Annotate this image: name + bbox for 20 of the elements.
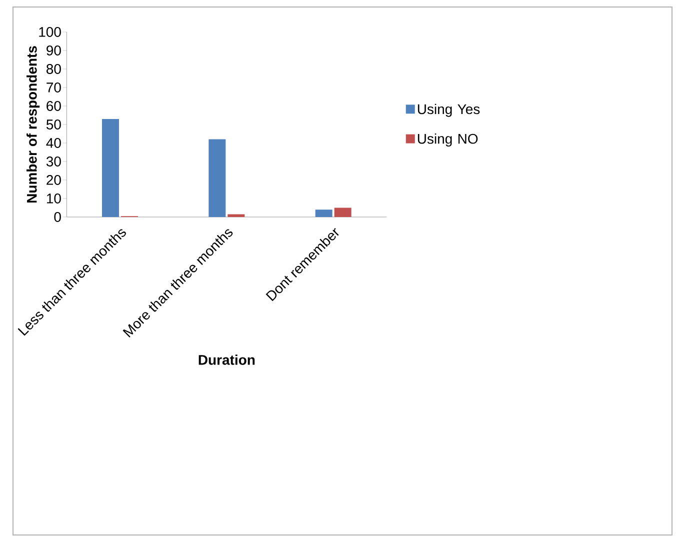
- y-axis-title: Number of respondents: [26, 46, 40, 202]
- legend-label: Using Yes: [418, 104, 480, 117]
- bar: [208, 139, 226, 217]
- bar: [334, 208, 352, 217]
- y-tick-label: 30: [46, 156, 61, 166]
- y-tick-label: 20: [46, 175, 61, 185]
- y-tick-label: 0: [54, 212, 61, 222]
- y-tick-label: 90: [46, 46, 61, 56]
- x-axis-title: Duration: [198, 354, 255, 365]
- y-tick-label: 70: [46, 82, 61, 92]
- bar: [228, 214, 245, 217]
- y-tick-label: 80: [46, 64, 61, 74]
- y-tick-label: 50: [46, 120, 61, 130]
- y-tick-label: 100: [39, 27, 61, 37]
- bar: [315, 210, 332, 217]
- y-tick-label: 40: [46, 138, 61, 148]
- y-tick-label: 60: [46, 101, 61, 111]
- legend-label: Using NO: [418, 133, 478, 147]
- bar: [102, 118, 120, 217]
- y-tick-label: 10: [46, 194, 61, 204]
